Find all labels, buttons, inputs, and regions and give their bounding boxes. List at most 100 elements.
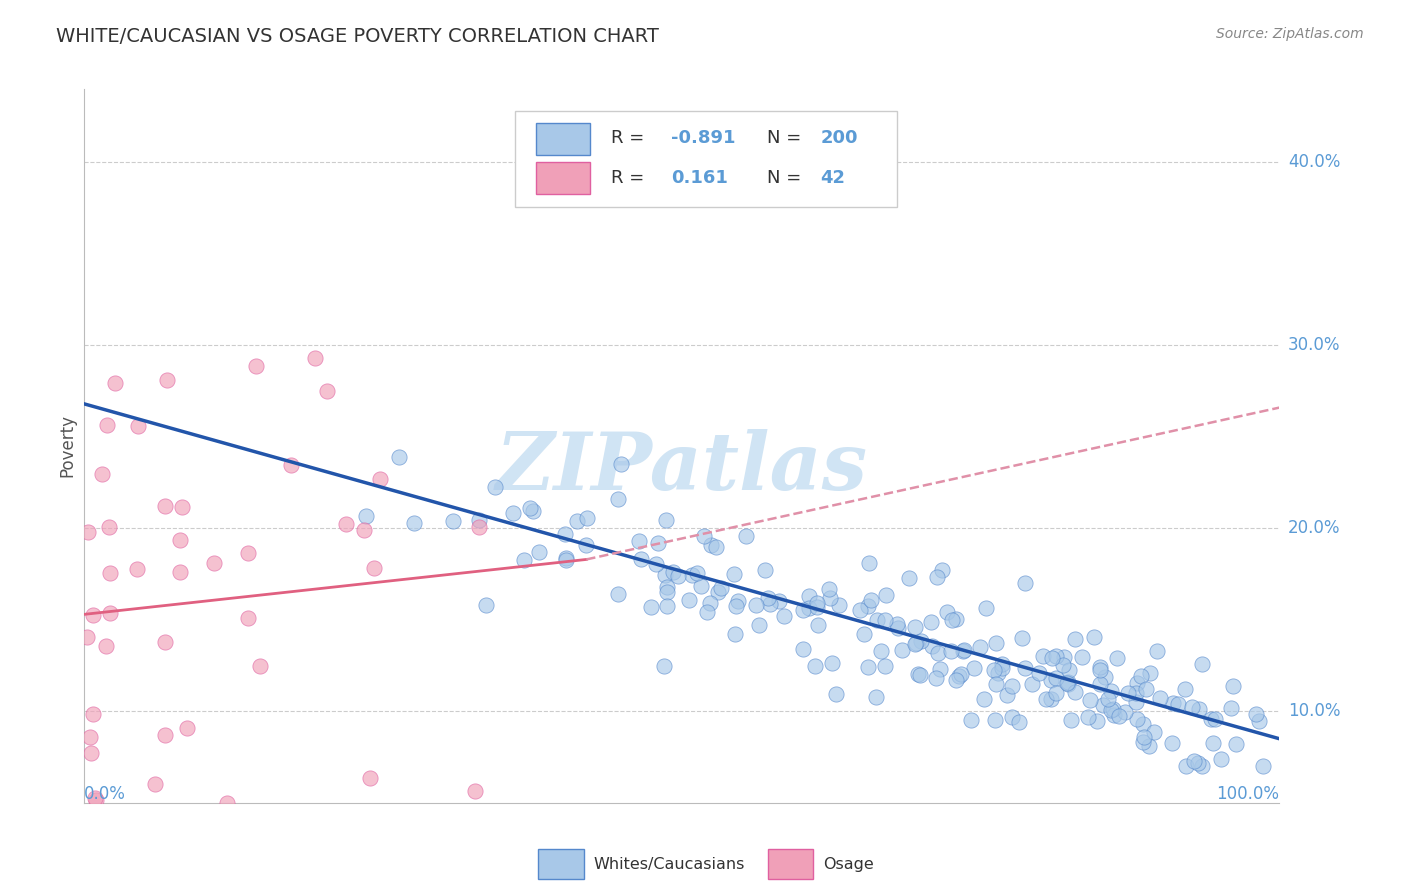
Point — [513, 552, 536, 566]
Point — [856, 660, 879, 674]
Point — [1045, 648, 1067, 663]
Point — [976, 601, 998, 615]
Point — [693, 529, 716, 543]
Point — [1001, 710, 1024, 724]
Point — [1056, 674, 1078, 689]
Point — [939, 644, 962, 658]
Point — [96, 639, 118, 653]
Point — [907, 667, 929, 681]
Point — [858, 599, 880, 614]
Point — [807, 618, 830, 632]
Point — [1125, 686, 1147, 700]
Point — [1146, 644, 1168, 658]
Point — [654, 568, 676, 582]
Point — [1104, 707, 1126, 722]
Point — [575, 538, 598, 552]
Point — [468, 513, 491, 527]
Point — [1099, 703, 1122, 717]
Point — [76, 630, 98, 644]
Text: 10.0%: 10.0% — [1288, 702, 1340, 721]
Point — [678, 592, 700, 607]
FancyBboxPatch shape — [536, 162, 591, 194]
Point — [172, 500, 194, 514]
Point — [1143, 725, 1166, 739]
Point — [865, 690, 887, 704]
Point — [1167, 697, 1189, 711]
Point — [1191, 657, 1213, 672]
Point — [645, 557, 668, 571]
Text: N =: N = — [766, 129, 801, 147]
Point — [1040, 673, 1063, 687]
Point — [1191, 759, 1213, 773]
Point — [1097, 692, 1119, 706]
Point — [686, 566, 709, 580]
Point — [98, 519, 121, 533]
Text: -0.891: -0.891 — [671, 129, 735, 147]
Point — [567, 514, 589, 528]
Point — [1064, 632, 1087, 646]
Point — [1014, 661, 1036, 675]
Point — [527, 545, 550, 559]
Point — [1011, 631, 1033, 645]
Point — [758, 591, 780, 606]
Point — [960, 713, 983, 727]
Point — [1052, 658, 1074, 673]
Point — [236, 546, 259, 560]
Point — [1126, 676, 1149, 690]
FancyBboxPatch shape — [538, 849, 583, 880]
Point — [388, 450, 411, 464]
Point — [156, 373, 179, 387]
Point — [744, 599, 766, 613]
Point — [886, 617, 908, 632]
Text: 0.161: 0.161 — [671, 169, 728, 187]
Point — [1222, 679, 1244, 693]
Point — [1211, 752, 1233, 766]
Point — [849, 603, 872, 617]
Point — [606, 492, 628, 507]
Point — [866, 613, 889, 627]
Point — [821, 656, 844, 670]
Point — [86, 792, 108, 806]
Point — [1040, 651, 1063, 665]
Point — [925, 671, 948, 685]
Point — [652, 658, 675, 673]
Point — [921, 639, 943, 653]
Point — [987, 666, 1010, 681]
Point — [723, 567, 745, 582]
Text: WHITE/CAUCASIAN VS OSAGE POVERTY CORRELATION CHART: WHITE/CAUCASIAN VS OSAGE POVERTY CORRELA… — [56, 27, 659, 45]
Point — [1078, 693, 1101, 707]
Text: Osage: Osage — [823, 856, 873, 871]
Point — [335, 516, 357, 531]
Point — [991, 661, 1014, 675]
Text: Whites/Caucasians: Whites/Caucasians — [593, 856, 745, 871]
Point — [1021, 676, 1043, 690]
Point — [647, 535, 669, 549]
Point — [754, 563, 776, 577]
Point — [1060, 713, 1083, 727]
Point — [1139, 666, 1161, 681]
Point — [215, 796, 238, 810]
Point — [467, 520, 489, 534]
Point — [304, 351, 326, 365]
Point — [875, 588, 897, 602]
Point — [806, 596, 828, 610]
Point — [1126, 712, 1149, 726]
Text: 200: 200 — [821, 129, 858, 147]
Point — [724, 627, 747, 641]
Point — [797, 590, 820, 604]
Point — [610, 457, 633, 471]
Point — [630, 551, 652, 566]
Point — [928, 662, 950, 676]
Point — [768, 594, 790, 608]
Point — [91, 467, 114, 481]
Point — [681, 567, 703, 582]
Point — [799, 601, 821, 615]
Point — [575, 510, 598, 524]
Point — [707, 585, 730, 599]
Point — [870, 644, 893, 658]
Point — [852, 627, 875, 641]
Point — [236, 610, 259, 624]
Text: 20.0%: 20.0% — [1288, 519, 1340, 537]
Point — [710, 581, 733, 595]
Point — [363, 561, 385, 575]
